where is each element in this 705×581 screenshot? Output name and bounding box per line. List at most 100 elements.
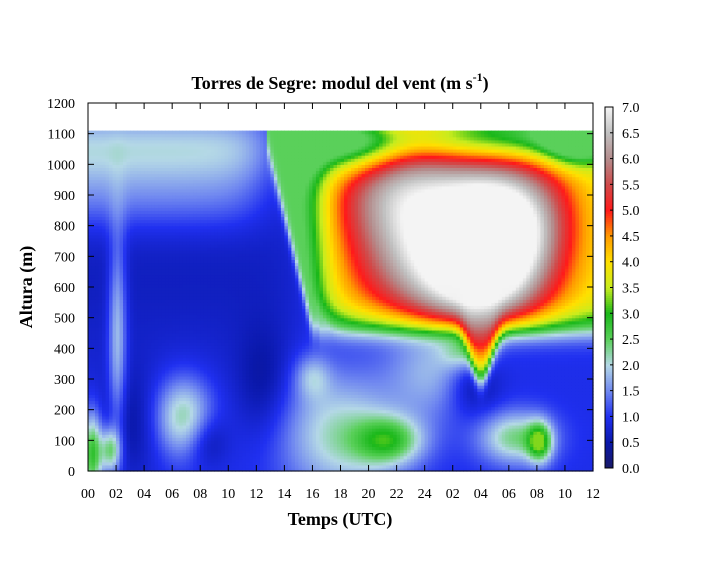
heatmap-cell xyxy=(109,455,114,460)
heatmap-cell xyxy=(91,329,96,334)
heatmap-cell xyxy=(144,320,149,325)
heatmap-cell xyxy=(102,247,107,251)
heatmap-cell xyxy=(175,412,180,417)
heatmap-cell xyxy=(119,339,124,343)
heatmap-cell xyxy=(158,314,163,319)
heatmap-cell xyxy=(221,207,226,211)
heatmap-cell xyxy=(154,409,159,414)
heatmap-cell xyxy=(137,425,142,429)
heatmap-cell xyxy=(137,363,142,368)
heatmap-cell xyxy=(231,228,236,233)
heatmap-cell xyxy=(168,195,173,199)
heatmap-cell xyxy=(165,277,170,282)
heatmap-cell xyxy=(95,253,100,257)
heatmap-cell xyxy=(186,130,191,135)
heatmap-cell xyxy=(98,213,103,218)
heatmap-cell xyxy=(235,219,240,224)
heatmap-cell xyxy=(228,464,233,469)
heatmap-cell xyxy=(151,225,156,230)
heatmap-cell xyxy=(133,317,138,322)
heatmap-cell xyxy=(168,434,173,438)
heatmap-cell xyxy=(231,277,236,282)
heatmap-cell xyxy=(161,302,166,306)
heatmap-cell xyxy=(214,207,219,211)
heatmap-cell xyxy=(105,455,110,460)
heatmap-cell xyxy=(88,256,93,260)
heatmap-cell xyxy=(214,280,219,285)
heatmap-cell xyxy=(203,351,208,356)
heatmap-cell xyxy=(165,317,170,322)
heatmap-cell xyxy=(140,237,145,242)
heatmap-cell xyxy=(221,155,226,159)
heatmap-cell xyxy=(116,241,121,245)
heatmap-cell xyxy=(133,283,138,288)
heatmap-cell xyxy=(161,176,166,181)
heatmap-cell xyxy=(137,296,142,300)
heatmap-cell xyxy=(95,299,100,303)
heatmap-cell xyxy=(88,406,93,411)
heatmap-cell xyxy=(186,464,191,469)
heatmap-cell xyxy=(154,345,159,349)
heatmap-cell xyxy=(165,158,170,162)
heatmap-cell xyxy=(193,241,198,245)
heatmap-cell xyxy=(130,280,135,285)
heatmap-cell xyxy=(95,388,100,392)
heatmap-cell xyxy=(123,345,128,349)
heatmap-cell xyxy=(102,382,107,386)
heatmap-cell xyxy=(116,452,121,457)
heatmap-cell xyxy=(203,164,208,168)
heatmap-cell xyxy=(98,161,103,165)
heatmap-cell xyxy=(116,161,121,165)
heatmap-cell xyxy=(207,415,212,420)
heatmap-cell xyxy=(189,182,194,187)
heatmap-cell xyxy=(140,449,145,454)
heatmap-cell xyxy=(105,421,110,426)
heatmap-cell xyxy=(214,372,219,377)
heatmap-cell xyxy=(116,265,121,270)
heatmap-cell xyxy=(210,360,215,365)
heatmap-cell xyxy=(172,170,177,175)
heatmap-cell xyxy=(235,225,240,230)
heatmap-cell xyxy=(193,437,198,441)
heatmap-cell xyxy=(126,182,131,187)
heatmap-cell xyxy=(140,388,145,392)
heatmap-cell xyxy=(126,452,131,457)
heatmap-cell xyxy=(98,329,103,334)
heatmap-cell xyxy=(119,195,124,199)
heatmap-cell xyxy=(119,345,124,349)
heatmap-cell xyxy=(105,397,110,402)
heatmap-cell xyxy=(224,222,229,227)
heatmap-cell xyxy=(172,382,177,386)
heatmap-cell xyxy=(98,428,103,432)
heatmap-cell xyxy=(203,213,208,218)
heatmap-cell xyxy=(172,320,177,325)
heatmap-cell xyxy=(91,314,96,319)
heatmap-cell xyxy=(200,182,205,187)
heatmap-cell xyxy=(172,418,177,423)
heatmap-cell xyxy=(140,155,145,159)
heatmap-cell xyxy=(193,391,198,395)
heatmap-cell xyxy=(172,293,177,297)
heatmap-cell xyxy=(137,176,142,181)
heatmap-cell xyxy=(147,182,152,187)
heatmap-cell xyxy=(196,145,201,150)
heatmap-cell xyxy=(186,204,191,208)
heatmap-cell xyxy=(207,311,212,316)
heatmap-cell xyxy=(196,458,201,463)
heatmap-cell xyxy=(130,145,135,150)
heatmap-cell xyxy=(112,237,117,242)
heatmap-cell xyxy=(123,173,128,178)
heatmap-cell xyxy=(88,271,93,276)
heatmap-cell xyxy=(193,357,198,362)
heatmap-cell xyxy=(88,345,93,349)
heatmap-cell xyxy=(144,363,149,368)
heatmap-cell xyxy=(126,155,131,159)
heatmap-cell xyxy=(203,253,208,257)
heatmap-cell xyxy=(102,336,107,340)
heatmap-cell xyxy=(130,271,135,276)
heatmap-cell xyxy=(214,354,219,359)
heatmap-cell xyxy=(196,305,201,310)
heatmap-cell xyxy=(123,280,128,285)
heatmap-cell xyxy=(144,428,149,432)
heatmap-cell xyxy=(175,461,180,466)
